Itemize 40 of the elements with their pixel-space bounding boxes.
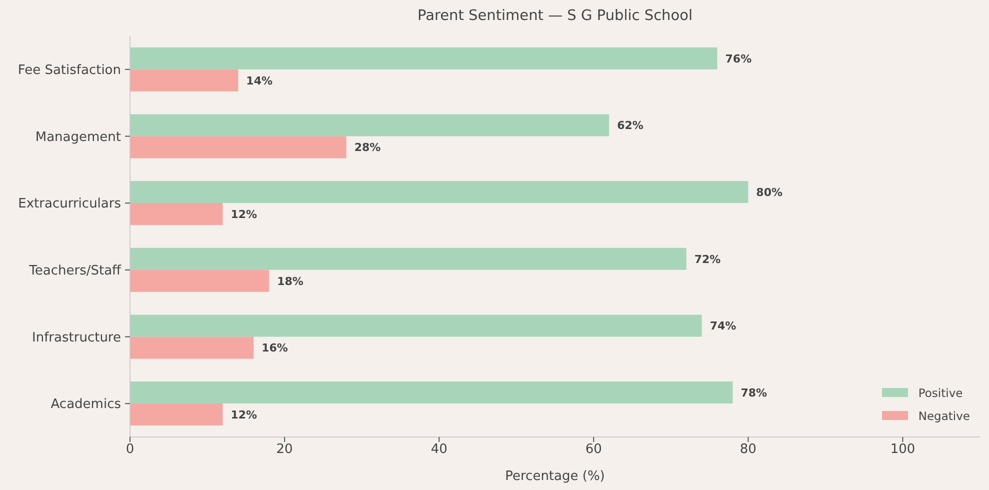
data-label: 28% xyxy=(354,141,381,154)
chart-title: Parent Sentiment — S G Public School xyxy=(417,8,692,24)
data-label: 80% xyxy=(756,186,783,199)
x-tick-label: 60 xyxy=(585,442,602,458)
bar xyxy=(130,336,254,359)
data-label: 12% xyxy=(230,408,258,422)
data-label: 12% xyxy=(230,208,258,221)
bar xyxy=(130,47,718,70)
bar xyxy=(130,382,733,404)
bar xyxy=(130,270,270,292)
x-tick-label: 0 xyxy=(126,442,134,458)
bar xyxy=(130,248,686,270)
y-tick-label: Fee Satisfaction xyxy=(18,63,121,78)
y-tick-label: Infrastructure xyxy=(32,330,121,346)
x-axis-title: Percentage (%) xyxy=(505,469,605,484)
data-label: 78% xyxy=(740,386,768,400)
bar xyxy=(130,314,702,337)
legend-label: Positive xyxy=(918,386,963,400)
y-tick-label: Extracurriculars xyxy=(18,196,122,212)
legend-label: Negative xyxy=(918,408,970,422)
x-tick-label: 40 xyxy=(430,442,448,458)
x-tick-label: 80 xyxy=(740,442,756,458)
data-label: 18% xyxy=(277,274,304,288)
bar xyxy=(130,203,223,226)
bar xyxy=(130,69,238,92)
bar xyxy=(130,136,346,158)
data-label: 74% xyxy=(710,320,736,333)
x-tick-label: 20 xyxy=(276,442,293,458)
y-tick-label: Academics xyxy=(50,397,122,412)
data-label: 14% xyxy=(246,74,273,88)
data-label: 16% xyxy=(262,342,288,355)
y-tick-label: Management xyxy=(35,130,121,145)
data-label: 72% xyxy=(694,252,721,266)
x-tick-label: 100 xyxy=(890,442,916,458)
y-tick-label: Teachers/Staff xyxy=(28,264,122,279)
data-label: 62% xyxy=(617,119,644,132)
bar xyxy=(130,114,610,136)
data-label: 76% xyxy=(725,52,752,66)
bar xyxy=(130,404,223,426)
bar xyxy=(130,181,748,204)
